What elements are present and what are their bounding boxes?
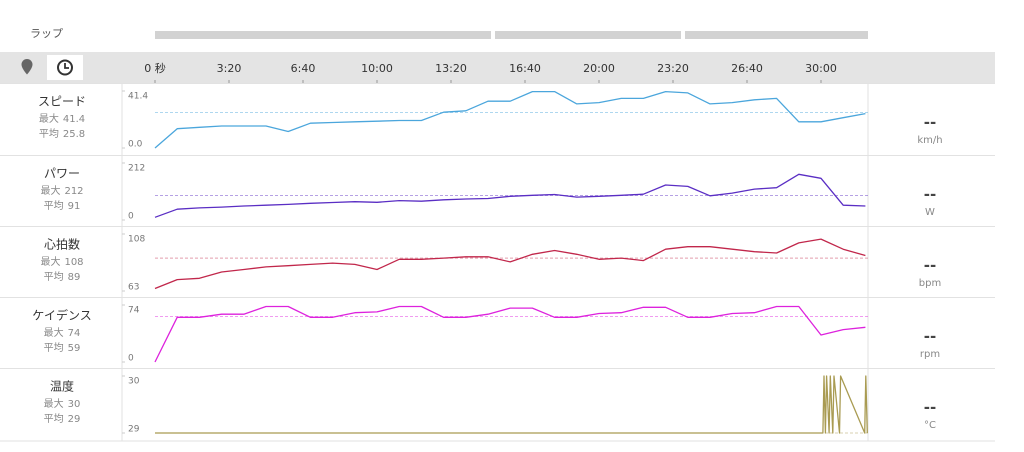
metric-stat: 平均 25.8 bbox=[39, 127, 85, 140]
stat-label: 最大 bbox=[40, 184, 60, 197]
unit: rpm bbox=[920, 349, 940, 360]
metric-stat: 最大 212 bbox=[40, 184, 83, 197]
data-line bbox=[154, 90, 866, 149]
metric-name: パワー bbox=[44, 167, 80, 181]
unit: W bbox=[925, 207, 935, 218]
y-tick-label: 63 bbox=[128, 283, 139, 293]
metric-name: 心拍数 bbox=[44, 237, 80, 252]
y-tick-label: 0 bbox=[128, 354, 134, 364]
time-tick-label: 0 秒 bbox=[144, 61, 166, 75]
unit: °C bbox=[924, 420, 936, 431]
stat-label: 平均 bbox=[44, 270, 64, 283]
y-tick-label: 41.4 bbox=[128, 92, 148, 102]
stat-label: 平均 bbox=[44, 412, 64, 425]
time-tick-label: 10:00 bbox=[361, 62, 393, 75]
time-tick-label: 30:00 bbox=[805, 62, 837, 75]
metric-stat: 平均 29 bbox=[44, 412, 81, 425]
stat-value: 74 bbox=[68, 328, 81, 339]
map-button[interactable] bbox=[10, 55, 44, 80]
stat-value: 29 bbox=[68, 414, 81, 425]
y-tick-label: 108 bbox=[128, 235, 145, 245]
y-tick-label: 212 bbox=[128, 164, 145, 174]
metric-name: 温度 bbox=[50, 380, 74, 394]
stat-value: 108 bbox=[64, 257, 83, 268]
time-tick-label: 26:40 bbox=[731, 62, 763, 75]
toolbar bbox=[0, 52, 995, 83]
metric-stat: 最大 74 bbox=[44, 326, 81, 339]
time-tick-label: 23:20 bbox=[657, 62, 689, 75]
stat-value: 91 bbox=[68, 201, 81, 212]
data-line bbox=[154, 173, 866, 218]
y-tick-label: 0 bbox=[128, 212, 134, 222]
stat-value: 25.8 bbox=[63, 129, 85, 140]
y-tick-label: 29 bbox=[128, 425, 140, 435]
metric-stat: 平均 59 bbox=[44, 341, 81, 354]
stat-value: 30 bbox=[68, 399, 81, 410]
stat-label: 最大 bbox=[40, 255, 60, 268]
stat-label: 最大 bbox=[44, 397, 64, 410]
stat-value: 212 bbox=[64, 186, 83, 197]
stat-label: 最大 bbox=[44, 326, 64, 339]
time-tick-label: 6:40 bbox=[291, 62, 316, 75]
y-tick-label: 30 bbox=[128, 377, 140, 387]
current-value: -- bbox=[924, 257, 936, 275]
data-line bbox=[155, 375, 868, 434]
lap-bar[interactable] bbox=[685, 31, 868, 39]
metric-stat: 最大 41.4 bbox=[39, 112, 85, 125]
unit: km/h bbox=[917, 135, 942, 146]
current-value: -- bbox=[924, 399, 936, 417]
unit: bpm bbox=[919, 278, 941, 289]
metric-stat: 平均 91 bbox=[44, 199, 81, 212]
stat-label: 平均 bbox=[44, 199, 64, 212]
time-tick-label: 16:40 bbox=[509, 62, 541, 75]
data-line bbox=[154, 305, 866, 363]
y-tick-label: 74 bbox=[128, 306, 140, 316]
data-line bbox=[154, 238, 866, 290]
metric-stat: 最大 108 bbox=[40, 255, 83, 268]
current-value: -- bbox=[924, 186, 936, 204]
lap-bar[interactable] bbox=[495, 31, 681, 39]
time-tick-label: 13:20 bbox=[435, 62, 467, 75]
y-tick-label: 0.0 bbox=[128, 140, 143, 150]
lap-bar[interactable] bbox=[155, 31, 491, 39]
stat-value: 89 bbox=[68, 272, 81, 283]
time-tick-label: 3:20 bbox=[217, 62, 242, 75]
lap-label: ラップ bbox=[30, 27, 63, 40]
metric-stat: 平均 89 bbox=[44, 270, 81, 283]
stat-label: 平均 bbox=[39, 127, 59, 140]
metric-name: スピード bbox=[38, 95, 86, 109]
stat-label: 平均 bbox=[44, 341, 64, 354]
metric-name: ケイデンス bbox=[32, 308, 92, 323]
stat-value: 41.4 bbox=[63, 114, 85, 125]
stat-value: 59 bbox=[68, 343, 81, 354]
metric-stat: 最大 30 bbox=[44, 397, 81, 410]
current-value: -- bbox=[924, 114, 936, 132]
time-button[interactable] bbox=[47, 55, 83, 80]
current-value: -- bbox=[924, 328, 936, 346]
stat-label: 最大 bbox=[39, 112, 59, 125]
time-tick-label: 20:00 bbox=[583, 62, 615, 75]
